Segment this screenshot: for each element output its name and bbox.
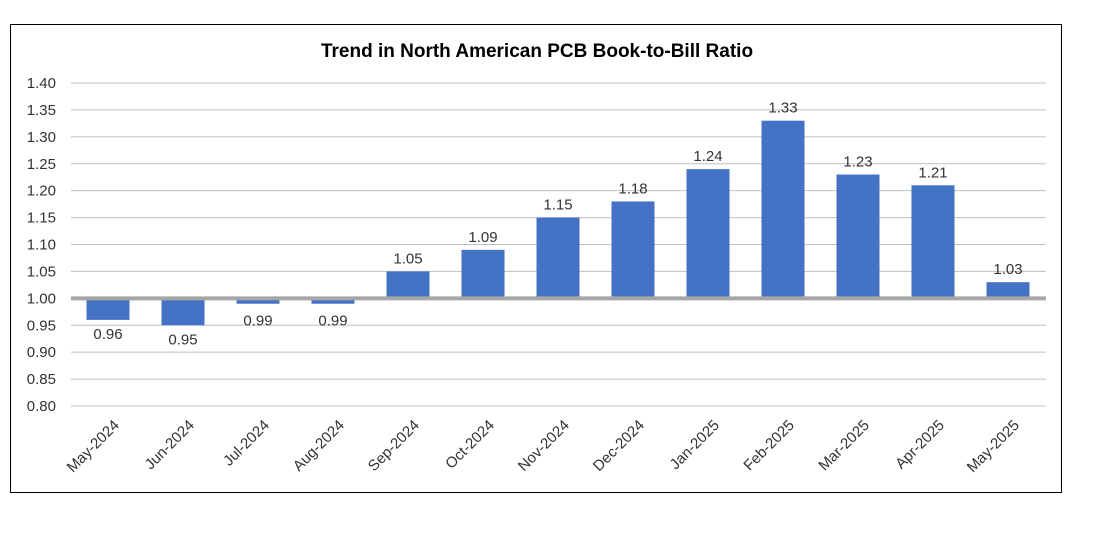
y-tick-label: 1.20 (27, 183, 56, 200)
chart-frame: Trend in North American PCB Book-to-Bill… (10, 24, 1062, 493)
bar-aug-2024 (311, 298, 355, 304)
y-tick-label: 1.10 (27, 237, 56, 254)
data-label: 1.03 (993, 261, 1022, 278)
bar-oct-2024 (461, 249, 505, 299)
data-label: 1.18 (618, 180, 647, 197)
y-tick-label: 0.80 (27, 398, 56, 415)
x-tick-label: Jan-2025 (667, 417, 723, 473)
data-label: 0.99 (318, 312, 347, 329)
x-tick-label: Feb-2025 (740, 417, 797, 474)
x-tick-label: Apr-2025 (892, 417, 948, 473)
x-tick-label: Nov-2024 (515, 417, 573, 475)
bar-mar-2025 (836, 174, 880, 299)
y-tick-label: 0.85 (27, 371, 56, 388)
bars (86, 120, 1030, 326)
y-tick-label: 1.25 (27, 156, 56, 173)
bar-apr-2025 (911, 185, 955, 299)
data-label: 1.24 (693, 148, 722, 165)
data-label: 1.05 (393, 250, 422, 267)
x-tick-label: Jun-2024 (142, 417, 198, 473)
bar-jan-2025 (686, 169, 730, 299)
y-tick-label: 1.15 (27, 210, 56, 227)
y-tick-label: 1.35 (27, 102, 56, 119)
x-tick-label: Jul-2024 (220, 417, 273, 470)
y-tick-label: 0.95 (27, 317, 56, 334)
x-tick-label: Aug-2024 (290, 417, 348, 475)
data-label: 0.96 (93, 326, 122, 343)
bar-sep-2024 (386, 271, 430, 299)
chart-svg: Trend in North American PCB Book-to-Bill… (27, 41, 1046, 476)
x-tick-label: Oct-2024 (442, 417, 498, 473)
x-tick-label: Sep-2024 (365, 417, 423, 475)
data-label: 0.95 (168, 331, 197, 348)
x-tick-label: Dec-2024 (590, 417, 648, 475)
data-label: 1.21 (918, 164, 947, 181)
y-tick-label: 0.90 (27, 344, 56, 361)
chart-title: Trend in North American PCB Book-to-Bill… (321, 41, 753, 62)
bar-jul-2024 (236, 298, 280, 304)
y-tick-label: 1.05 (27, 263, 56, 280)
y-axis-ticks: 0.80 0.85 0.90 0.95 1.00 1.05 1.10 1.15 1.20 1.25… (27, 75, 56, 415)
x-axis-ticks: May-2024 Jun-2024 Jul-2024 Aug-2024 Sep-2024… (64, 417, 1023, 476)
bar-feb-2025 (761, 120, 805, 299)
y-tick-label: 1.30 (27, 129, 56, 146)
data-labels: 0.96 0.95 0.99 0.99 1.05 1.09 1.15 1.18 1.24 1.33… (93, 100, 1022, 349)
y-tick-label: 1.00 (27, 290, 56, 307)
x-tick-label: May-2024 (64, 417, 123, 476)
data-label: 1.23 (843, 154, 872, 171)
data-label: 1.33 (768, 100, 797, 117)
bar-may-2024 (86, 298, 130, 320)
data-label: 1.09 (468, 229, 497, 246)
x-tick-label: May-2025 (964, 417, 1023, 476)
bar-nov-2024 (536, 217, 580, 299)
y-tick-label: 1.40 (27, 75, 56, 92)
data-label: 1.15 (543, 197, 572, 214)
bar-may-2025 (986, 282, 1030, 299)
x-tick-label: Mar-2025 (815, 417, 872, 474)
data-label: 0.99 (243, 312, 272, 329)
bar-jun-2024 (161, 298, 205, 326)
bar-dec-2024 (611, 201, 655, 299)
